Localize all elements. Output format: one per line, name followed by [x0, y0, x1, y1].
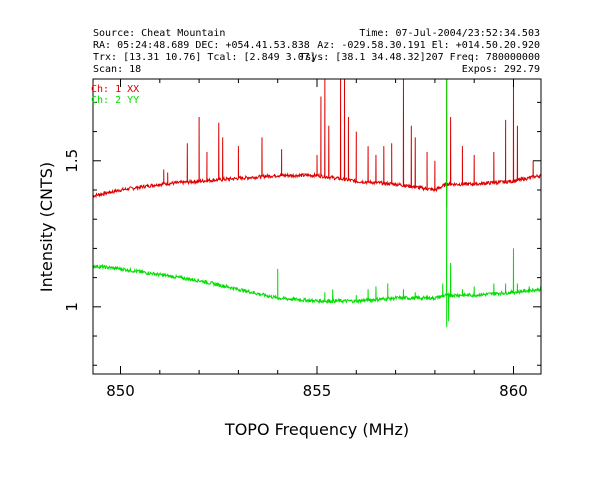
- legend: Ch: 1 XX Ch: 2 YY: [91, 84, 139, 106]
- header-trx-tcal: Trx: [13.31 10.76] Tcal: [2.849 3.07]: [93, 52, 316, 63]
- series-layer: [93, 79, 541, 328]
- x-tick-label: 860: [499, 382, 528, 400]
- x-axis-title: TOPO Frequency (MHz): [224, 420, 409, 439]
- series-line-ch1: [93, 79, 541, 208]
- header-coordinates: RA: 05:24:48.689 DEC: +054.41.53.838: [93, 40, 310, 51]
- tick-layer: [93, 79, 541, 374]
- x-tick-label: 850: [106, 382, 135, 400]
- y-tick-label: 1.5: [63, 149, 81, 173]
- header-source: Source: Cheat Mountain: [93, 28, 225, 39]
- legend-ch1: Ch: 1 XX: [91, 84, 139, 95]
- header-time: Time: 07-Jul-2004/23:52:34.503: [359, 28, 540, 39]
- header-scan: Scan: 18: [93, 64, 141, 75]
- y-axis-title: Intensity (CNTS): [37, 162, 56, 292]
- header-exposure: Expos: 292.79: [462, 64, 540, 75]
- header-block: Source: Cheat Mountain Time: 07-Jul-2004…: [93, 28, 540, 75]
- ticklabel-layer: 850 855 860 1 1.5: [63, 149, 528, 400]
- y-tick-label: 1: [63, 302, 81, 312]
- series-line-ch2: [93, 79, 541, 328]
- header-azel: Az: -029.58.30.191 El: +014.50.20.920: [317, 40, 540, 51]
- header-tsys-freq: Tsys: [38.1 34.48.32]207 Freq: 780000000: [299, 52, 540, 63]
- legend-ch2: Ch: 2 YY: [91, 95, 139, 106]
- x-tick-label: 855: [303, 382, 332, 400]
